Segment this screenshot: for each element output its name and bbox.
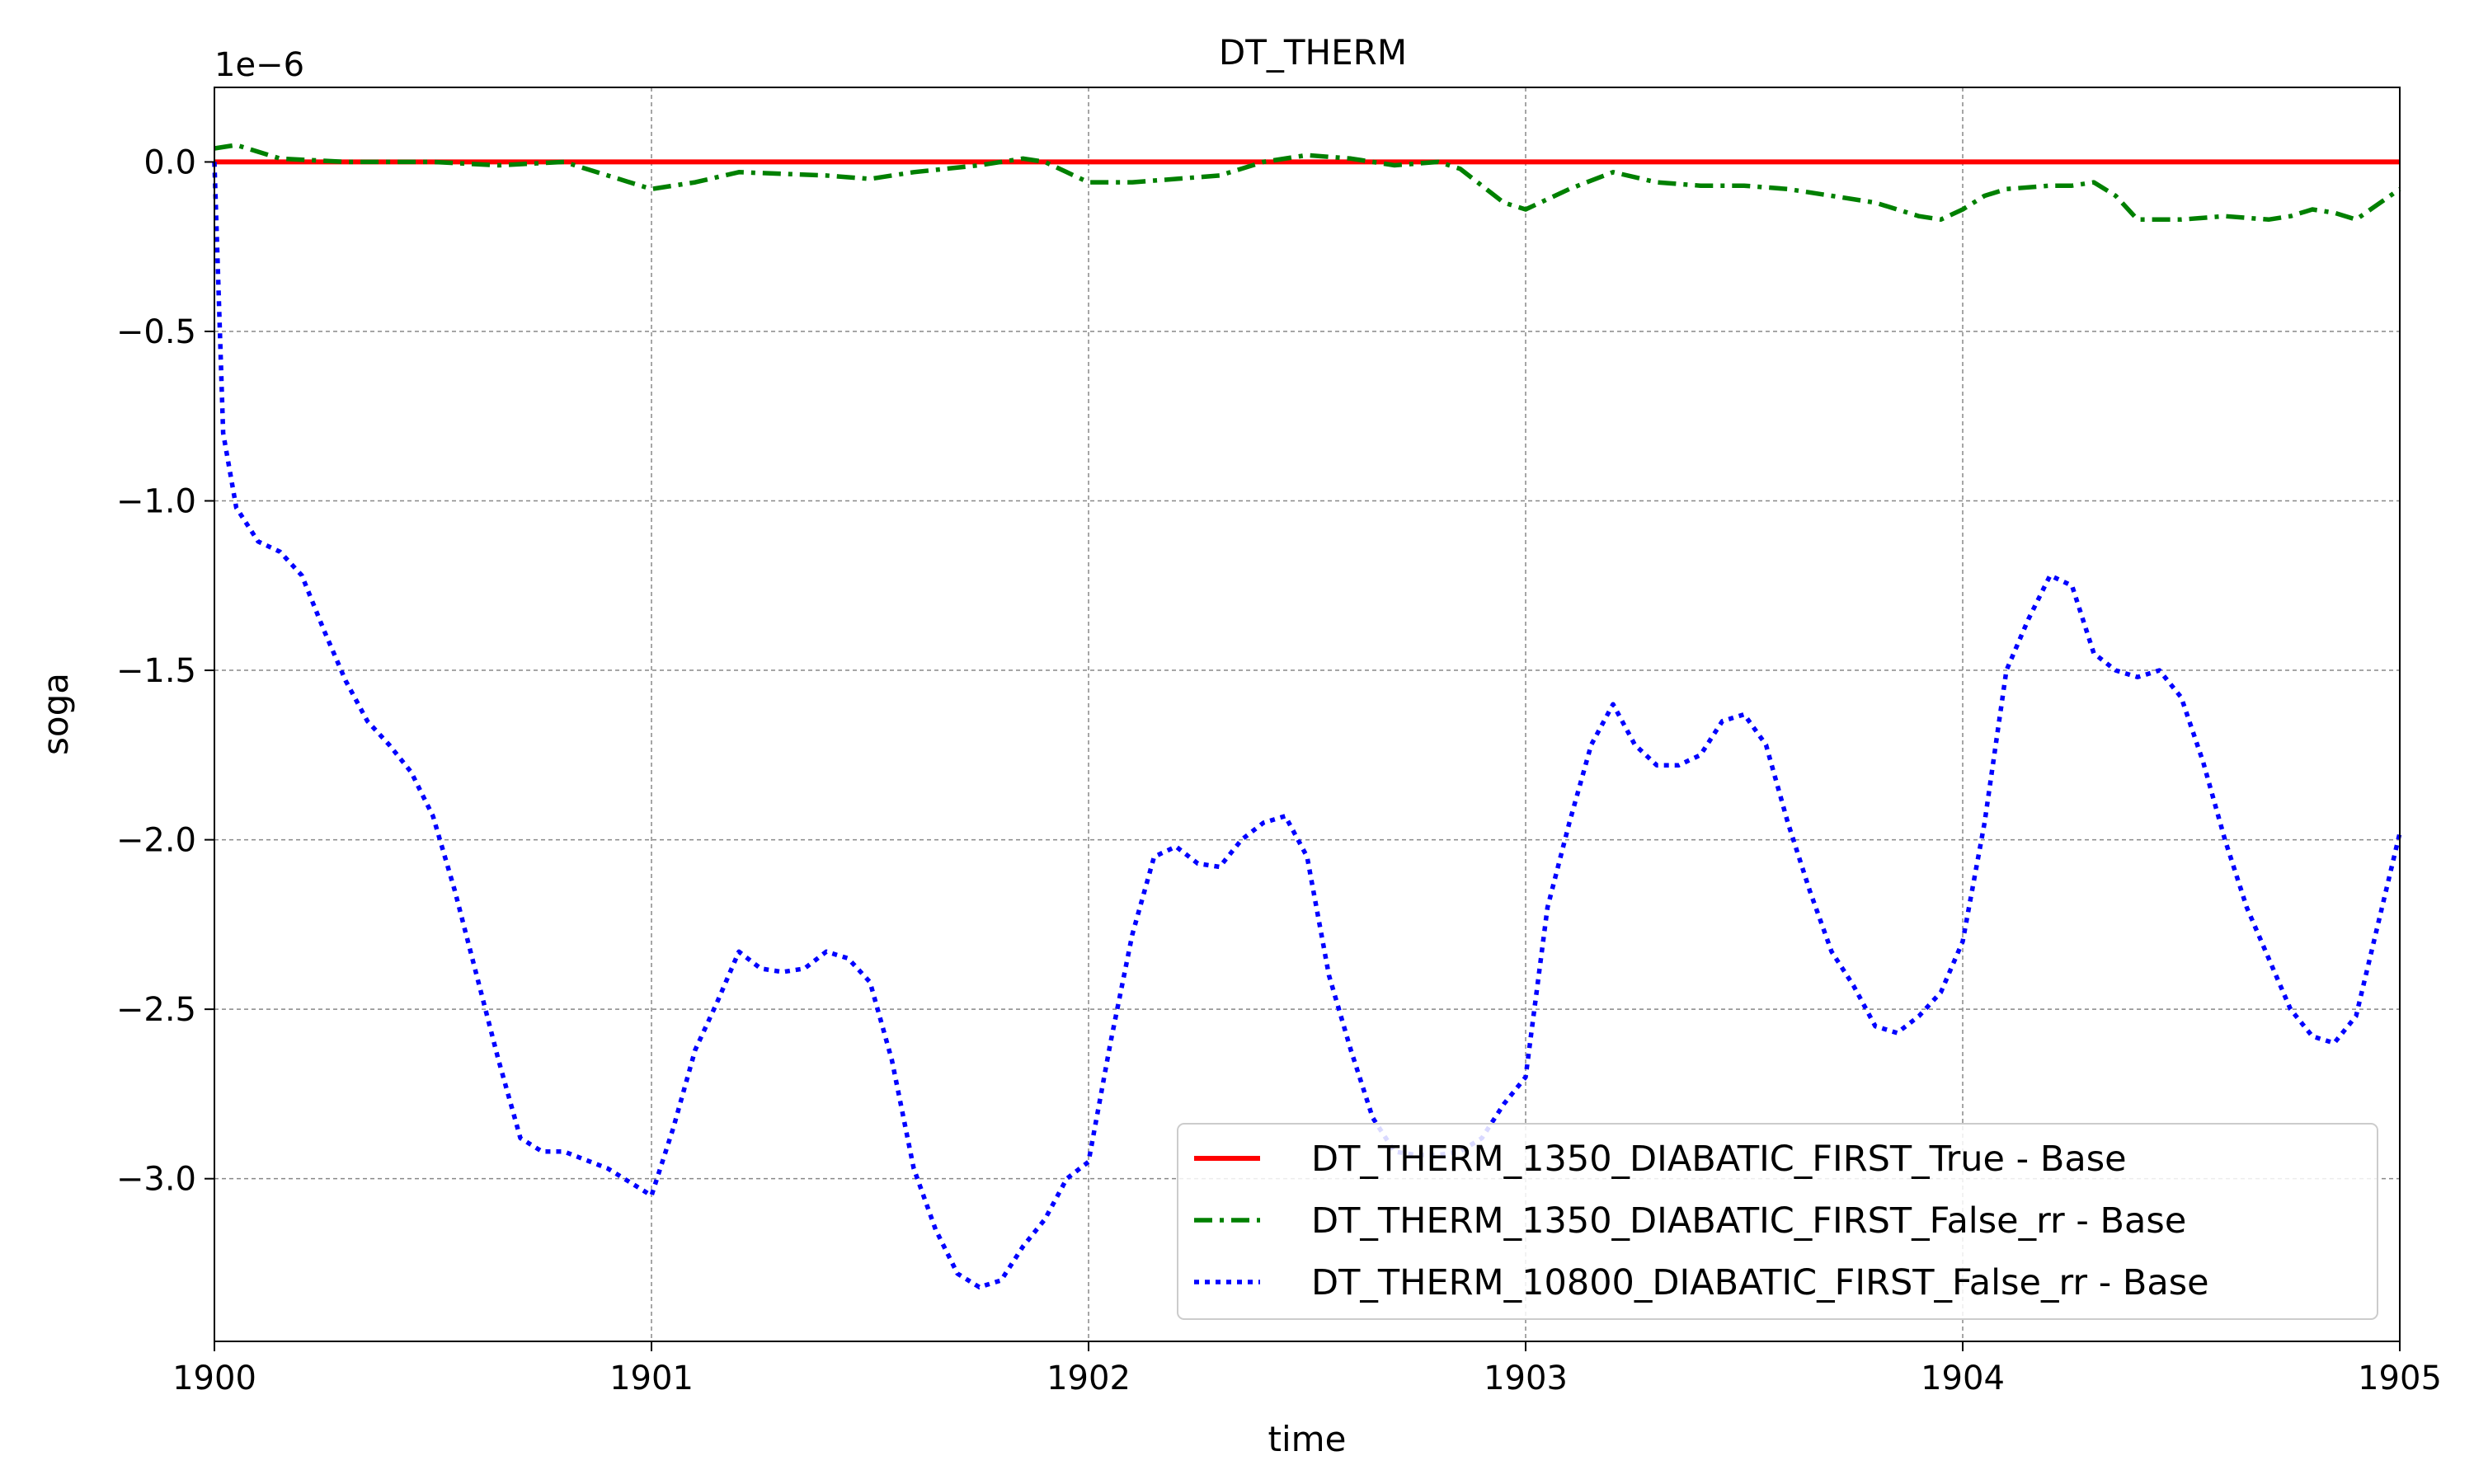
series-line-3 <box>212 162 2402 1289</box>
series-lines <box>212 143 2402 1289</box>
y-tick-label: −3.0 <box>116 1161 196 1199</box>
y-tick-label: −2.5 <box>116 991 196 1029</box>
legend-label: DT_THERM_10800_DIABATIC_FIRST_False_rr -… <box>1311 1262 2209 1303</box>
y-tick-label: −2.0 <box>116 822 196 860</box>
legend-label: DT_THERM_1350_DIABATIC_FIRST_False_rr - … <box>1311 1200 2186 1242</box>
x-tick-label: 1901 <box>609 1360 694 1397</box>
x-tick-label: 1902 <box>1047 1360 1131 1397</box>
x-tick-label: 1903 <box>1484 1360 1568 1397</box>
y-offset-label: 1e−6 <box>214 46 304 84</box>
y-tick-label: −1.0 <box>116 483 196 521</box>
y-tick-label: 0.0 <box>143 143 196 181</box>
x-tick-label: 1905 <box>2358 1360 2442 1397</box>
legend: DT_THERM_1350_DIABATIC_FIRST_True - Base… <box>1177 1123 2378 1320</box>
plot-frame <box>214 87 2401 1342</box>
axis-ticks: 1900 1901 1902 1903 1904 1905 0.0 −0.5 −1.0 −1.5 −… <box>116 143 2442 1397</box>
chart-title: DT_THERM <box>1219 32 1407 73</box>
series-line-2 <box>214 143 2401 223</box>
legend-box <box>1177 1123 2378 1320</box>
x-tick-label: 1900 <box>172 1360 256 1397</box>
legend-label: DT_THERM_1350_DIABATIC_FIRST_True - Base <box>1311 1139 2127 1180</box>
x-tick-label: 1904 <box>1921 1360 2005 1397</box>
y-tick-label: −1.5 <box>116 652 196 690</box>
x-axis-label: time <box>1268 1419 1347 1459</box>
y-tick-label: −0.5 <box>116 313 196 351</box>
y-axis-label: soga <box>35 673 76 755</box>
